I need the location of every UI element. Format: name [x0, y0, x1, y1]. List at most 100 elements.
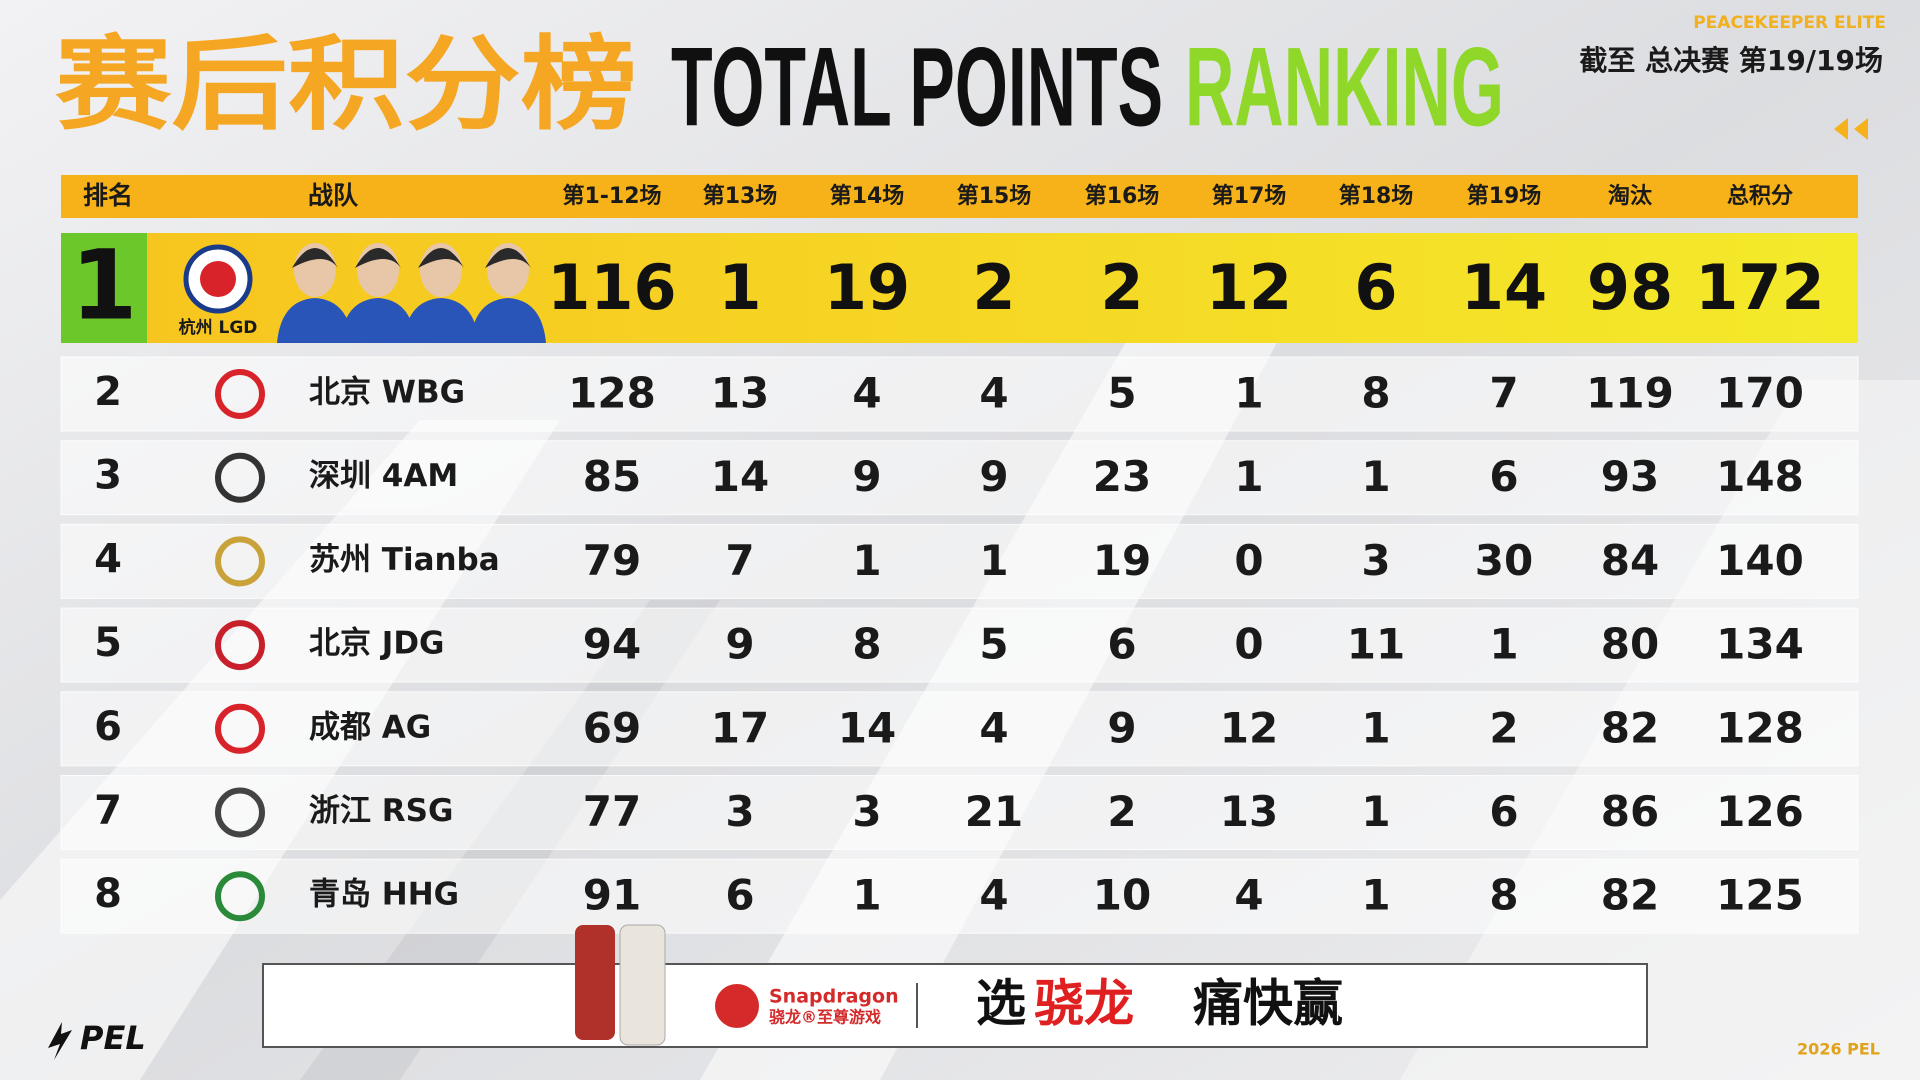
score: 0 [1234, 536, 1263, 585]
score: 12 [1206, 251, 1292, 324]
score: 69 [583, 703, 641, 752]
column-header: 第1-12场 [562, 183, 661, 209]
score: 172 [1695, 251, 1824, 324]
score: 98 [1587, 251, 1673, 324]
column-header: 第18场 [1339, 183, 1414, 209]
score: 148 [1716, 452, 1804, 501]
score: 6 [1107, 620, 1136, 669]
score: 2 [1107, 787, 1136, 836]
score: 1 [1361, 871, 1390, 920]
team-name: 青岛 HHG [309, 877, 459, 913]
title-en-2: RANKING [1185, 25, 1504, 150]
column-header: 第19场 [1467, 183, 1542, 209]
score: 3 [852, 787, 881, 836]
row-bg [60, 440, 1859, 516]
slogan-1: 选 [976, 975, 1026, 1033]
score: 6 [1489, 787, 1518, 836]
pel-icon [48, 1022, 72, 1060]
score: 4 [979, 703, 1008, 752]
score: 3 [725, 787, 754, 836]
title-en-1: TOTAL POINTS [671, 25, 1163, 150]
score: 4 [1234, 871, 1263, 920]
score: 140 [1716, 536, 1804, 585]
score: 2 [1489, 703, 1518, 752]
score: 126 [1716, 787, 1804, 836]
score: 30 [1475, 536, 1533, 585]
score: 9 [979, 452, 1008, 501]
rank: 5 [94, 620, 122, 666]
score: 82 [1601, 703, 1659, 752]
team-name: 浙江 RSG [309, 793, 453, 829]
score: 8 [1489, 871, 1518, 920]
team-logo [215, 369, 265, 419]
score: 116 [547, 251, 676, 324]
phone-image [619, 924, 666, 1046]
score: 79 [583, 536, 641, 585]
team-logo [215, 787, 265, 838]
status: 截至 总决赛 第19/19场 [1579, 44, 1883, 77]
phone-image [575, 925, 615, 1040]
score: 14 [711, 452, 769, 501]
sponsor-brand: Snapdragon [769, 986, 899, 1008]
score: 1 [718, 251, 761, 324]
player-photo [418, 248, 464, 268]
player-photo [403, 298, 479, 343]
score: 13 [711, 369, 769, 418]
score: 1 [1234, 452, 1263, 501]
score: 11 [1347, 620, 1405, 669]
score: 82 [1601, 871, 1659, 920]
sponsor-banner [262, 963, 1648, 1048]
player-photo [485, 248, 531, 268]
score: 7 [1489, 369, 1518, 418]
score: 8 [852, 620, 881, 669]
score: 8 [1361, 369, 1390, 418]
rank: 3 [94, 453, 122, 499]
row-bg [60, 691, 1859, 767]
team-name: 成都 AG [309, 709, 431, 745]
team-name: 北京 WBG [309, 375, 465, 411]
score: 9 [725, 620, 754, 669]
sponsor-brand-cn: 骁龙®至尊游戏 [769, 1008, 881, 1027]
score: 84 [1601, 536, 1659, 585]
score: 4 [852, 369, 881, 418]
score: 6 [725, 871, 754, 920]
score: 0 [1234, 620, 1263, 669]
score: 1 [852, 871, 881, 920]
score: 4 [979, 369, 1008, 418]
column-header: 排名 [83, 181, 133, 210]
score: 1 [1361, 703, 1390, 752]
player-photo [277, 298, 353, 343]
score: 10 [1093, 871, 1151, 920]
score: 23 [1093, 452, 1151, 501]
rank: 1 [71, 229, 138, 341]
team-name: 杭州 LGD [179, 317, 258, 338]
row-bg [60, 858, 1859, 934]
player-photo [340, 298, 416, 343]
score: 128 [1716, 703, 1804, 752]
score: 6 [1354, 251, 1397, 324]
row-bg [60, 356, 1859, 432]
score: 80 [1601, 620, 1659, 669]
score: 19 [1093, 536, 1151, 585]
score: 2 [1100, 251, 1143, 324]
column-header: 淘汰 [1608, 183, 1653, 209]
score: 3 [1361, 536, 1390, 585]
rank: 6 [94, 704, 122, 750]
arrow-icon [1854, 118, 1868, 140]
score: 1 [1361, 452, 1390, 501]
slogan-2: 骁龙 [1034, 975, 1134, 1033]
score: 93 [1601, 452, 1659, 501]
team-name: 北京 JDG [309, 626, 445, 662]
score: 2 [972, 251, 1015, 324]
column-header: 第13场 [703, 183, 778, 209]
score: 134 [1716, 620, 1804, 669]
score: 14 [838, 703, 896, 752]
score: 1 [852, 536, 881, 585]
brand: PEACEKEEPER ELITE [1693, 13, 1886, 33]
footer-year: 2026 PEL [1797, 1040, 1880, 1059]
score: 5 [1107, 369, 1136, 418]
team-logo [215, 703, 265, 754]
slogan-3: 痛快赢 [1193, 975, 1343, 1033]
